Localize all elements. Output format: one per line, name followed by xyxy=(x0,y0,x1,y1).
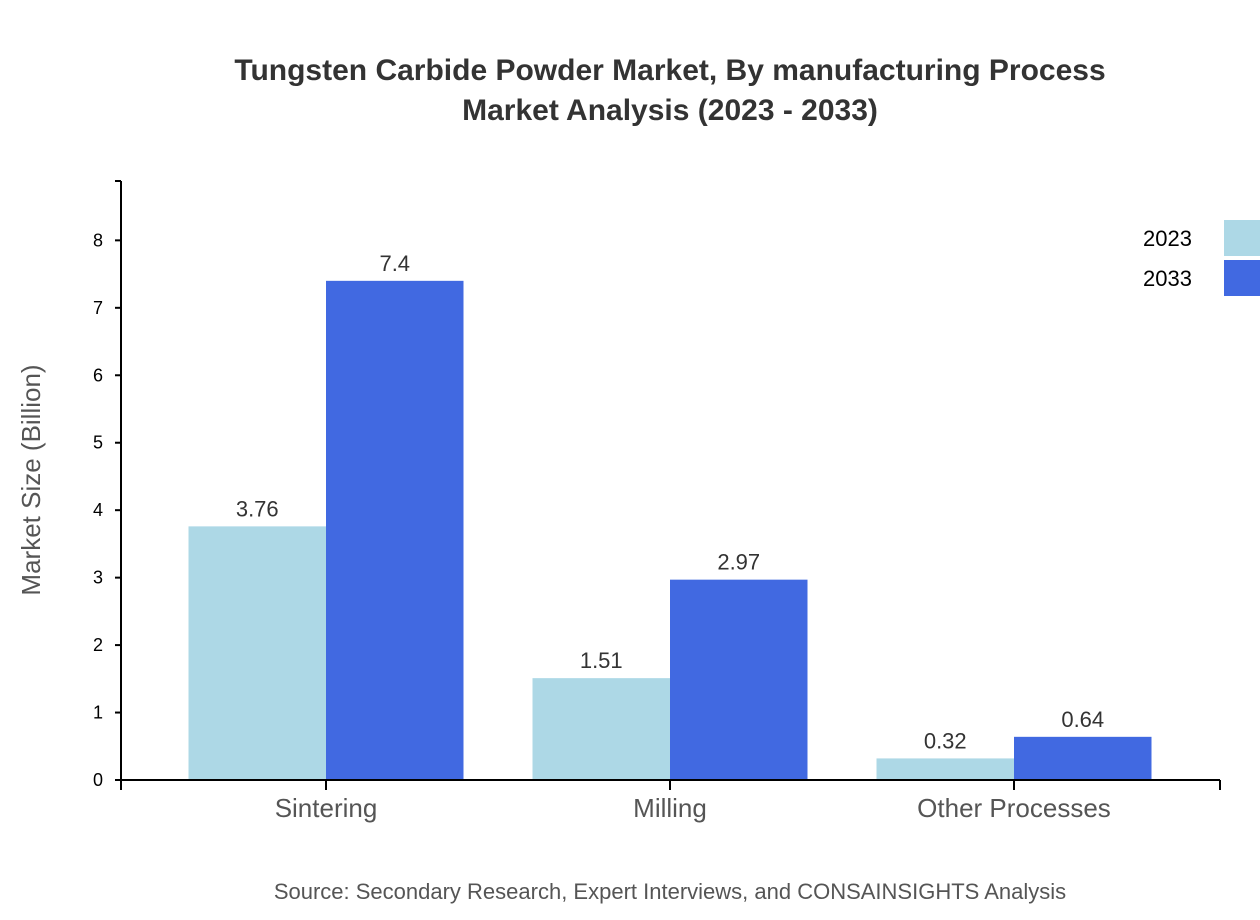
x-axis: Sintering Milling Other Processes xyxy=(120,779,1221,823)
source-note: Source: Secondary Research, Expert Inter… xyxy=(274,879,1066,904)
legend-label-2023: 2023 xyxy=(1143,226,1192,251)
y-tick-label: 2 xyxy=(93,635,103,655)
legend-swatch-2033 xyxy=(1224,260,1260,296)
legend-label-2033: 2033 xyxy=(1143,266,1192,291)
y-axis-label: Market Size (Billion) xyxy=(16,364,46,595)
legend: 2023 2033 xyxy=(1143,220,1260,296)
y-axis: 0 1 2 3 4 5 6 7 8 xyxy=(93,180,122,790)
y-tick-label: 3 xyxy=(93,568,103,588)
x-tick-label: Milling xyxy=(633,793,707,823)
y-tick-label: 5 xyxy=(93,433,103,453)
data-label: 0.64 xyxy=(1061,707,1104,732)
x-tick-label: Other Processes xyxy=(917,793,1111,823)
bar-2033-milling xyxy=(670,579,808,780)
data-label: 0.32 xyxy=(924,728,967,753)
bar-2033-other-processes xyxy=(1014,736,1152,780)
bar-2023-other-processes xyxy=(876,758,1014,780)
legend-swatch-2023 xyxy=(1224,220,1260,256)
bar-2023-sintering xyxy=(188,526,326,780)
y-tick-label: 8 xyxy=(93,230,103,250)
chart-subtitle: Market Analysis (2023 - 2033) xyxy=(462,94,878,127)
chart-title: Tungsten Carbide Powder Market, By manuf… xyxy=(234,54,1105,87)
data-label: 2.97 xyxy=(717,550,760,575)
data-label: 3.76 xyxy=(236,496,279,521)
data-label: 7.4 xyxy=(379,251,410,276)
x-tick-label: Sintering xyxy=(275,793,378,823)
data-label: 1.51 xyxy=(580,648,623,673)
bar-2033-sintering xyxy=(326,280,464,780)
y-tick-label: 6 xyxy=(93,365,103,385)
y-tick-label: 7 xyxy=(93,298,103,318)
y-tick-label: 1 xyxy=(93,703,103,723)
bar-2023-milling xyxy=(532,678,670,780)
y-tick-label: 0 xyxy=(93,770,103,790)
y-tick-label: 4 xyxy=(93,500,103,520)
